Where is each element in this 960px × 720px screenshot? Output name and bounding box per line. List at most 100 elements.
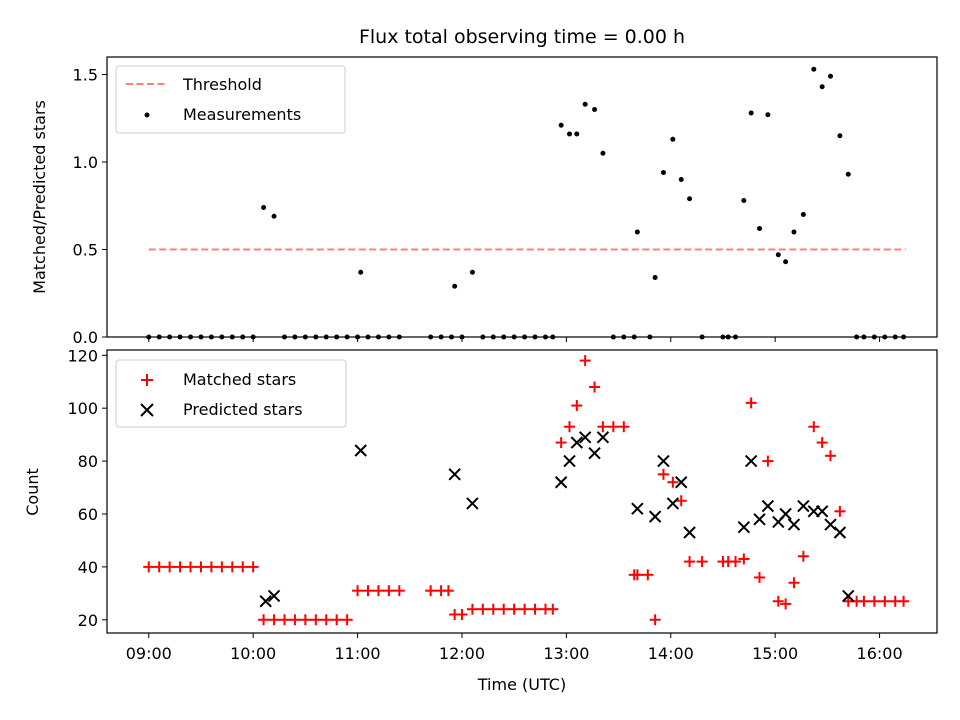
matched-star-point bbox=[278, 614, 290, 626]
predicted-star-point bbox=[259, 595, 272, 608]
count-x-tick-label: 12:00 bbox=[439, 644, 485, 663]
count-x-tick-label: 10:00 bbox=[230, 644, 276, 663]
count-x-tick-label: 16:00 bbox=[857, 644, 903, 663]
predicted-star-point bbox=[631, 502, 644, 515]
measurement-point bbox=[261, 205, 267, 210]
matched-star-point bbox=[738, 553, 750, 565]
matched-star-point bbox=[508, 603, 520, 615]
matched-star-point bbox=[247, 561, 259, 573]
count-x-tick-label: 11:00 bbox=[335, 644, 381, 663]
matched-star-point bbox=[477, 603, 489, 615]
measurement-point bbox=[592, 107, 598, 112]
predicted-star-point bbox=[744, 454, 758, 468]
measurement-point bbox=[469, 269, 475, 275]
ratio-y-tick-label: 0.0 bbox=[73, 328, 98, 347]
matched-star-point bbox=[216, 561, 228, 573]
matched-star-point bbox=[299, 614, 311, 626]
matched-star-point bbox=[289, 614, 301, 626]
count-legend-box bbox=[115, 359, 347, 428]
predicted-star-point bbox=[666, 497, 680, 510]
matched-star-point bbox=[498, 603, 510, 615]
matched-star-point bbox=[258, 614, 270, 626]
measurement-point bbox=[741, 198, 747, 203]
measurement-point bbox=[837, 133, 843, 139]
matched-star-point bbox=[310, 614, 322, 626]
matched-star-point bbox=[466, 603, 478, 615]
matched-star-point bbox=[816, 437, 828, 449]
matched-star-point bbox=[589, 381, 601, 393]
matched-star-point bbox=[153, 561, 165, 573]
threshold-legend-label: Threshold bbox=[182, 75, 262, 94]
predicted-star-point bbox=[737, 520, 751, 534]
count-y-tick-label: 120 bbox=[67, 346, 98, 365]
matched-star-point bbox=[579, 355, 591, 367]
ratio-y-tick-label: 1.5 bbox=[73, 66, 98, 85]
measurement-point bbox=[845, 171, 851, 177]
matched-star-point bbox=[642, 569, 654, 581]
predicted-legend-swatch bbox=[140, 403, 154, 417]
measurement-point bbox=[775, 252, 781, 258]
measurement-point bbox=[271, 213, 277, 219]
measurement-point bbox=[358, 269, 364, 275]
measurement-point bbox=[687, 196, 693, 202]
matched-star-point bbox=[164, 561, 176, 573]
count-x-tick-label: 14:00 bbox=[648, 644, 694, 663]
matched-star-point bbox=[519, 603, 531, 615]
matched-star-point bbox=[320, 614, 332, 626]
measurement-point bbox=[600, 150, 606, 156]
matched-star-point bbox=[808, 421, 820, 433]
count-y-tick-label: 20 bbox=[78, 611, 98, 630]
matched-star-point bbox=[456, 608, 468, 620]
matched-star-point bbox=[879, 595, 891, 607]
ratio-legend: Threshold Measurements bbox=[115, 65, 346, 134]
measurement-point bbox=[757, 226, 763, 231]
matched-star-point bbox=[555, 437, 567, 449]
matched-star-point bbox=[393, 585, 405, 597]
matched-star-point bbox=[834, 505, 846, 517]
matched-star-point bbox=[858, 595, 870, 607]
matched-legend-swatch bbox=[141, 374, 153, 386]
measurement-point bbox=[819, 84, 825, 90]
count-y-tick-label: 40 bbox=[78, 558, 98, 577]
matched-star-point bbox=[195, 561, 207, 573]
predicted-star-point bbox=[354, 444, 367, 457]
ratio-y-axis: 0.0 0.5 1.0 1.5 bbox=[73, 66, 107, 347]
measurement-point bbox=[800, 212, 806, 217]
predicted-star-point bbox=[753, 513, 766, 526]
predicted-star-point bbox=[657, 454, 670, 468]
count-legend: Matched stars Predicted stars bbox=[115, 359, 347, 428]
measurements-legend-label: Measurements bbox=[183, 105, 301, 124]
matched-star-point bbox=[571, 400, 583, 412]
measurement-point bbox=[582, 101, 588, 107]
measurement-point bbox=[678, 177, 684, 182]
predicted-star-point bbox=[824, 518, 837, 531]
matched-star-point bbox=[487, 603, 499, 615]
measurement-point bbox=[765, 112, 771, 118]
matched-star-point bbox=[383, 585, 395, 597]
predicted-star-point bbox=[448, 468, 461, 481]
matched-star-point bbox=[631, 569, 643, 581]
ratio-y-axis-label: Matched/Predicted stars bbox=[30, 100, 49, 294]
measurement-point bbox=[660, 170, 666, 175]
predicted-star-point bbox=[779, 507, 792, 521]
matched-star-point bbox=[372, 585, 384, 597]
measurement-point bbox=[567, 131, 573, 137]
predicted-star-point bbox=[267, 589, 281, 603]
matched-star-point bbox=[797, 550, 809, 562]
count-x-tick-label: 09:00 bbox=[126, 644, 172, 663]
count-y-tick-label: 100 bbox=[67, 399, 98, 418]
matched-star-point bbox=[143, 561, 155, 573]
matched-star-point bbox=[362, 585, 374, 597]
measurement-point bbox=[828, 73, 834, 79]
predicted-star-point bbox=[588, 446, 601, 460]
matched-star-point bbox=[667, 476, 679, 488]
predicted-star-point bbox=[815, 505, 829, 518]
count-x-tick-label: 13:00 bbox=[543, 644, 589, 663]
measurement-point bbox=[811, 66, 817, 72]
predicted-star-point bbox=[787, 518, 801, 531]
matched-star-point bbox=[868, 595, 880, 607]
matched-star-point bbox=[268, 614, 280, 626]
matched-star-point bbox=[341, 614, 353, 626]
matched-star-point bbox=[898, 595, 910, 607]
